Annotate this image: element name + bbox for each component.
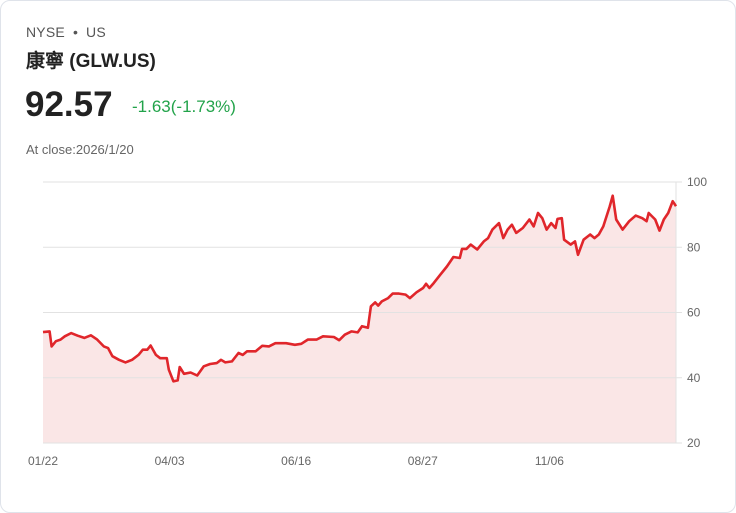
area-fill (43, 195, 676, 443)
x-tick-label: 06/16 (281, 454, 311, 468)
price-change: -1.63(-1.73%) (132, 97, 236, 116)
x-tick-label: 08/27 (408, 454, 438, 468)
y-tick-label: 20 (687, 436, 701, 450)
price-line (42, 194, 678, 383)
y-tick-label: 60 (687, 306, 701, 320)
exchange-info: NYSE • US (26, 24, 106, 40)
market-label: US (86, 24, 106, 40)
exchange-label: NYSE (26, 24, 65, 40)
separator: • (72, 24, 79, 40)
y-tick-label: 80 (687, 240, 701, 254)
stock-name: 康寧 (GLW.US) (26, 51, 156, 72)
y-tick-label: 40 (687, 371, 701, 385)
y-tick-label: 100 (687, 175, 707, 189)
x-tick-label: 11/06 (535, 454, 564, 468)
x-tick-label: 01/22 (28, 454, 58, 468)
stock-price: 92.57 (25, 85, 113, 124)
close-date: At close:2026/1/20 (26, 142, 134, 157)
x-tick-label: 04/03 (155, 454, 185, 468)
